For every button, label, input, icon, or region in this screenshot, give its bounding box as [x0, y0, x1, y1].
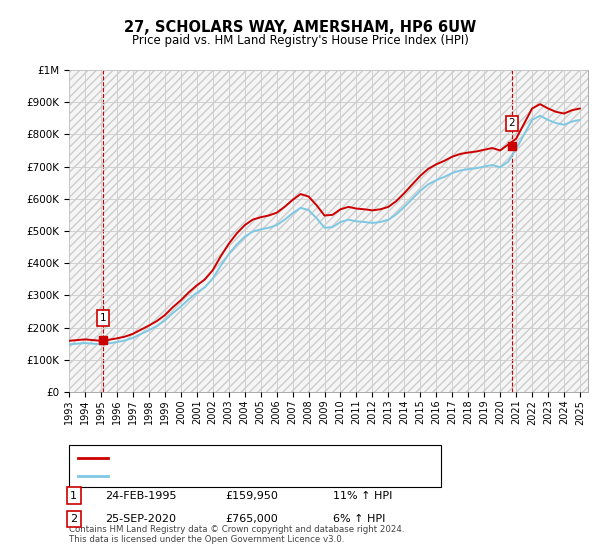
Text: Contains HM Land Registry data © Crown copyright and database right 2024.
This d: Contains HM Land Registry data © Crown c… — [69, 525, 404, 544]
Text: 2: 2 — [509, 118, 515, 128]
Text: 25-SEP-2020: 25-SEP-2020 — [105, 514, 176, 524]
Text: 1: 1 — [100, 313, 106, 323]
Text: 27, SCHOLARS WAY, AMERSHAM, HP6 6UW (detached house): 27, SCHOLARS WAY, AMERSHAM, HP6 6UW (det… — [113, 452, 431, 463]
Text: 1: 1 — [70, 491, 77, 501]
Text: HPI: Average price, detached house, Buckinghamshire: HPI: Average price, detached house, Buck… — [113, 471, 397, 481]
Text: 6% ↑ HPI: 6% ↑ HPI — [333, 514, 385, 524]
Text: £765,000: £765,000 — [225, 514, 278, 524]
Text: 24-FEB-1995: 24-FEB-1995 — [105, 491, 176, 501]
Text: Price paid vs. HM Land Registry's House Price Index (HPI): Price paid vs. HM Land Registry's House … — [131, 34, 469, 46]
Text: £159,950: £159,950 — [225, 491, 278, 501]
Text: 2: 2 — [70, 514, 77, 524]
Text: 27, SCHOLARS WAY, AMERSHAM, HP6 6UW: 27, SCHOLARS WAY, AMERSHAM, HP6 6UW — [124, 20, 476, 35]
Text: 11% ↑ HPI: 11% ↑ HPI — [333, 491, 392, 501]
